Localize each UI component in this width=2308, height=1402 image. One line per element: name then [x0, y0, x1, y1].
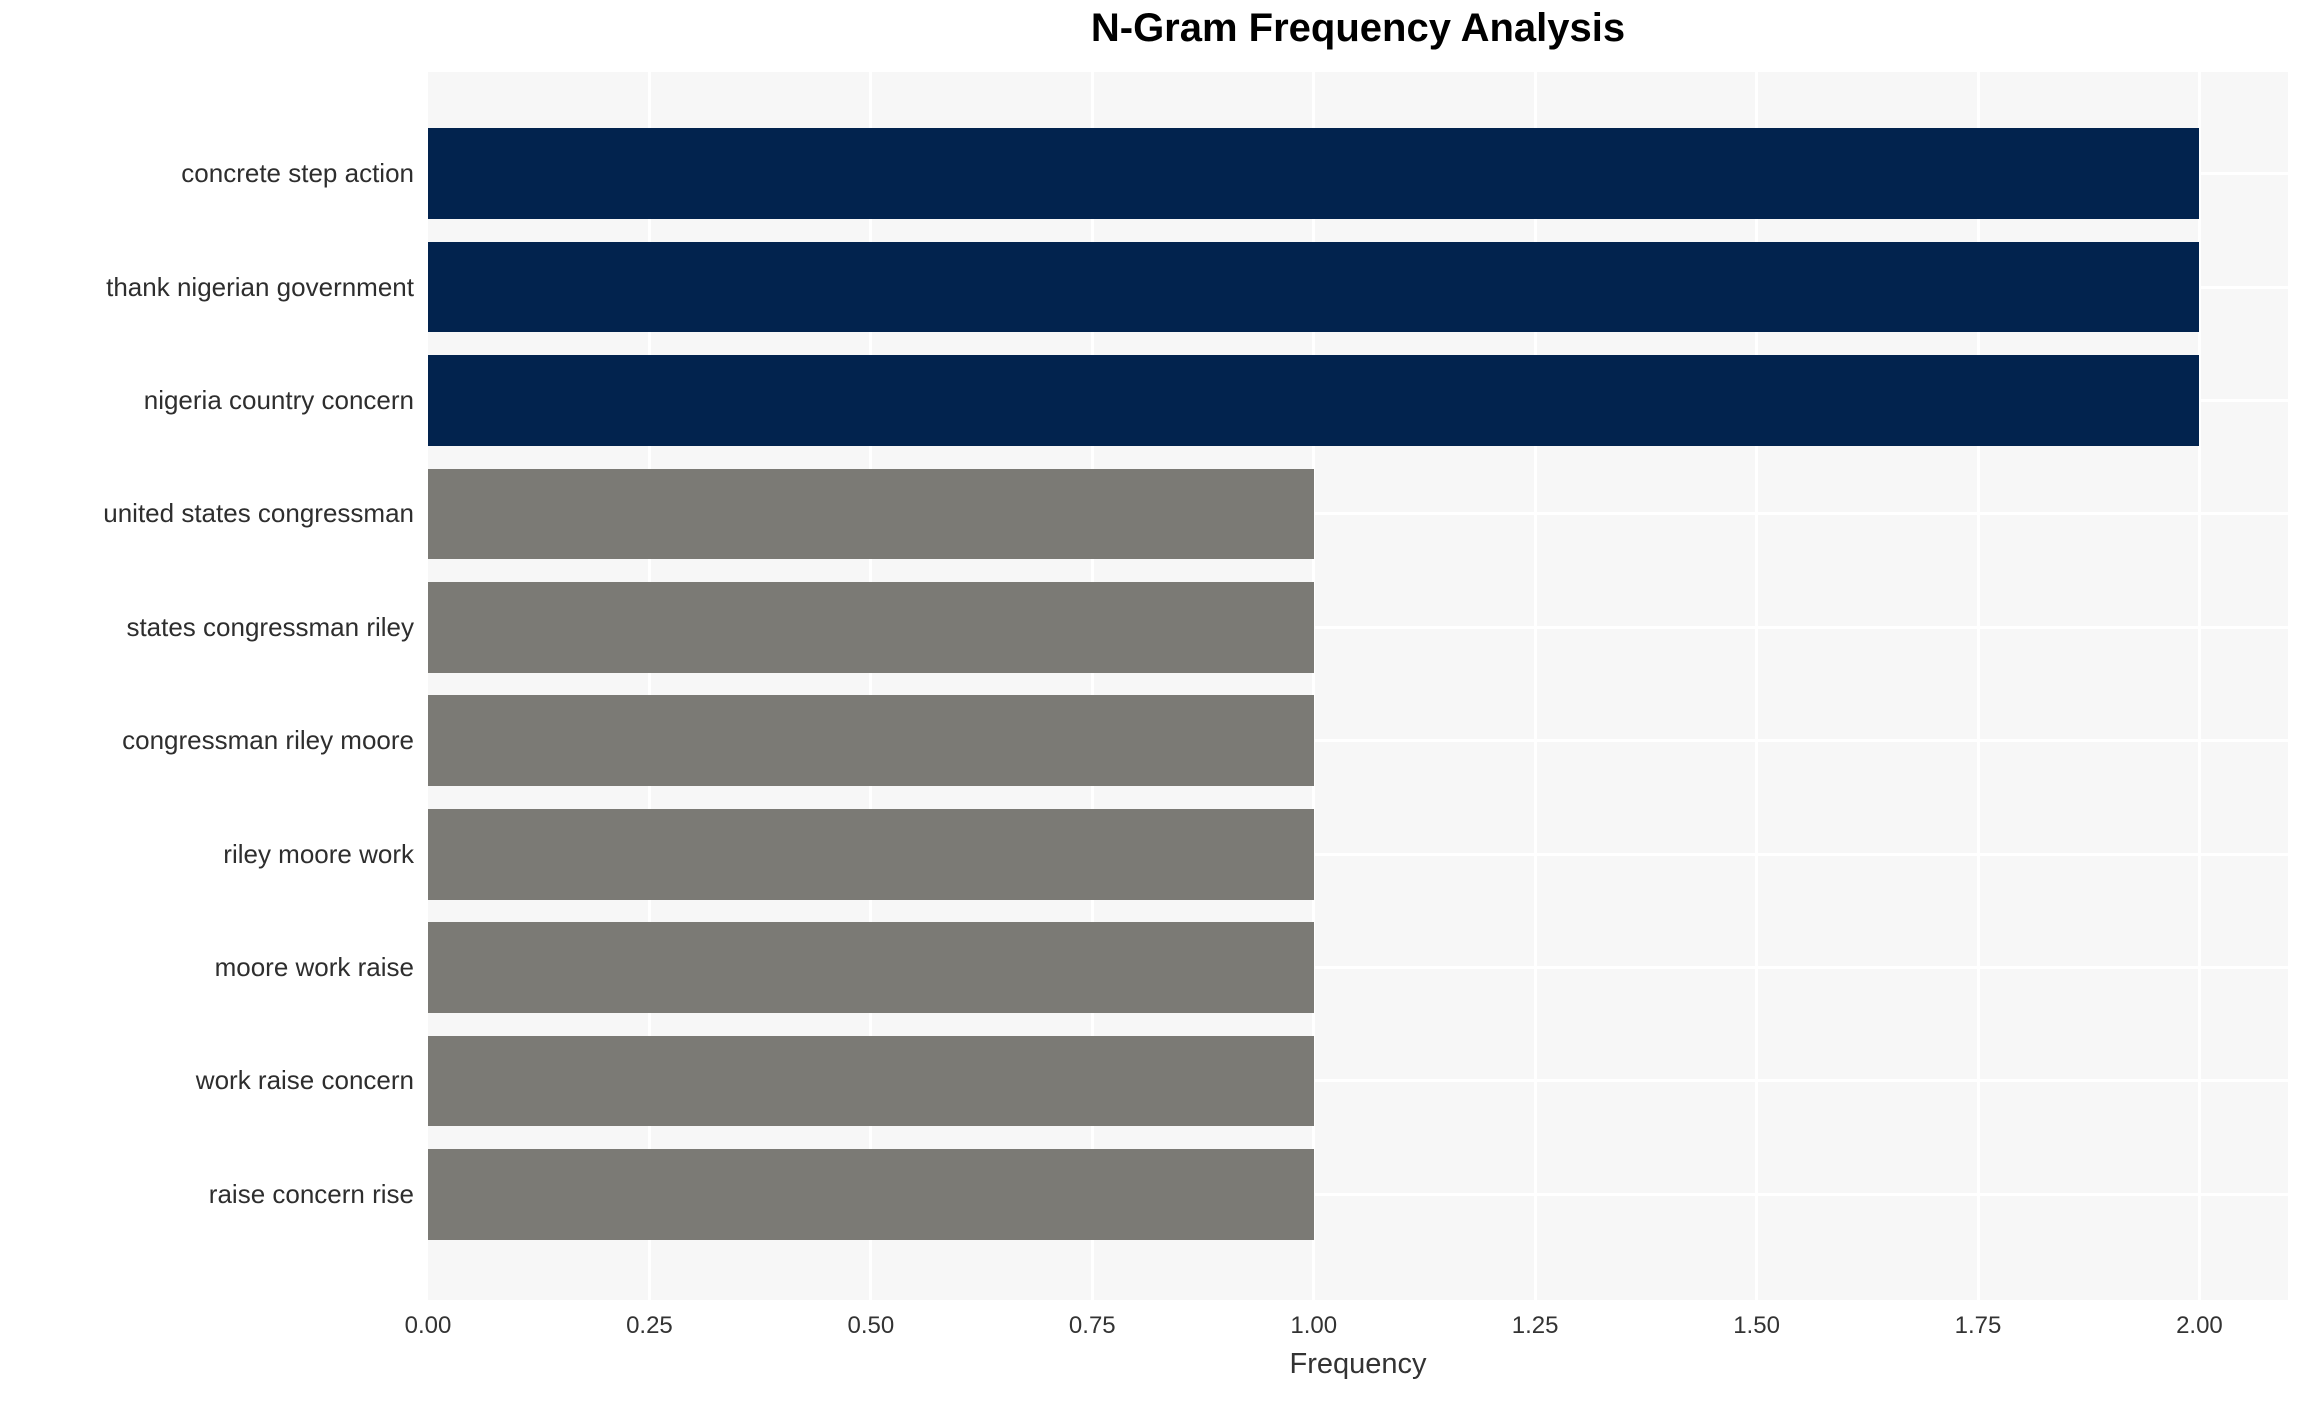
x-tick-label: 2.00	[2176, 1312, 2223, 1339]
x-tick-label: 0.25	[626, 1312, 673, 1339]
bar-row	[428, 457, 2288, 570]
y-axis-labels: concrete step action thank nigerian gover…	[0, 117, 414, 1251]
bar	[428, 922, 1314, 1013]
bar	[428, 808, 1314, 900]
bar-row	[428, 911, 2288, 1024]
gridline-horizontal	[428, 1192, 2288, 1196]
bar	[428, 241, 2200, 333]
bar	[428, 1035, 1314, 1127]
bar	[428, 468, 1314, 560]
gridline-vertical	[1755, 72, 1759, 1300]
bar-row	[428, 571, 2288, 684]
bar-row	[428, 1138, 2288, 1251]
y-tick-label: moore work raise	[214, 952, 414, 983]
x-tick-label: 1.50	[1733, 1312, 1780, 1339]
y-tick-label: riley moore work	[223, 838, 414, 869]
x-tick-label: 0.00	[404, 1312, 452, 1339]
y-tick-label: nigeria country concern	[143, 385, 414, 416]
x-axis-label: Frequency	[1289, 1348, 1427, 1380]
bar-row	[428, 230, 2288, 343]
gridline-horizontal	[428, 852, 2288, 856]
bar	[428, 695, 1314, 787]
bar-row	[428, 797, 2288, 910]
bar-row	[428, 684, 2288, 797]
bar-row	[428, 1024, 2288, 1137]
y-tick-label: united states congressman	[103, 498, 414, 529]
gridline-vertical	[1976, 72, 1980, 1300]
bar-row	[428, 344, 2288, 457]
gridline-vertical	[1090, 72, 1094, 1300]
bar-row	[428, 117, 2288, 230]
x-tick-label: 1.00	[1290, 1312, 1338, 1339]
gridline-horizontal	[428, 625, 2288, 629]
bar	[428, 581, 1314, 673]
x-tick-label: 1.25	[1511, 1312, 1559, 1339]
y-tick-label: congressman riley moore	[122, 725, 414, 756]
gridline-vertical	[2197, 72, 2201, 1300]
y-tick-label: concrete step action	[181, 158, 414, 189]
y-tick-label: thank nigerian government	[106, 271, 414, 302]
gridline-horizontal	[428, 1079, 2288, 1083]
gridline-horizontal	[428, 512, 2288, 516]
y-tick-label: work raise concern	[195, 1065, 414, 1096]
gridline-vertical	[1533, 72, 1537, 1300]
gridline-vertical	[869, 72, 873, 1300]
bar	[428, 1149, 1314, 1240]
gridline-horizontal	[428, 739, 2288, 743]
x-tick-label: 0.50	[847, 1312, 895, 1339]
gridline-vertical	[647, 72, 651, 1300]
bar	[428, 355, 2200, 446]
x-tick-label: 1.75	[1954, 1312, 2002, 1339]
bar-rows	[428, 117, 2288, 1251]
plot-area	[428, 72, 2288, 1300]
gridline-vertical	[1312, 72, 1316, 1300]
x-tick-label: 0.75	[1068, 1312, 1116, 1339]
gridline-horizontal	[428, 966, 2288, 970]
bar	[428, 128, 2200, 220]
chart-title: N-Gram Frequency Analysis	[1090, 6, 1626, 50]
y-tick-label: states congressman riley	[126, 611, 414, 642]
x-axis-ticks: 0.00 0.25 0.50 0.75 1.00 1.25 1.50 1.75 2.00	[0, 1312, 2308, 1346]
y-tick-label: raise concern rise	[208, 1178, 414, 1209]
